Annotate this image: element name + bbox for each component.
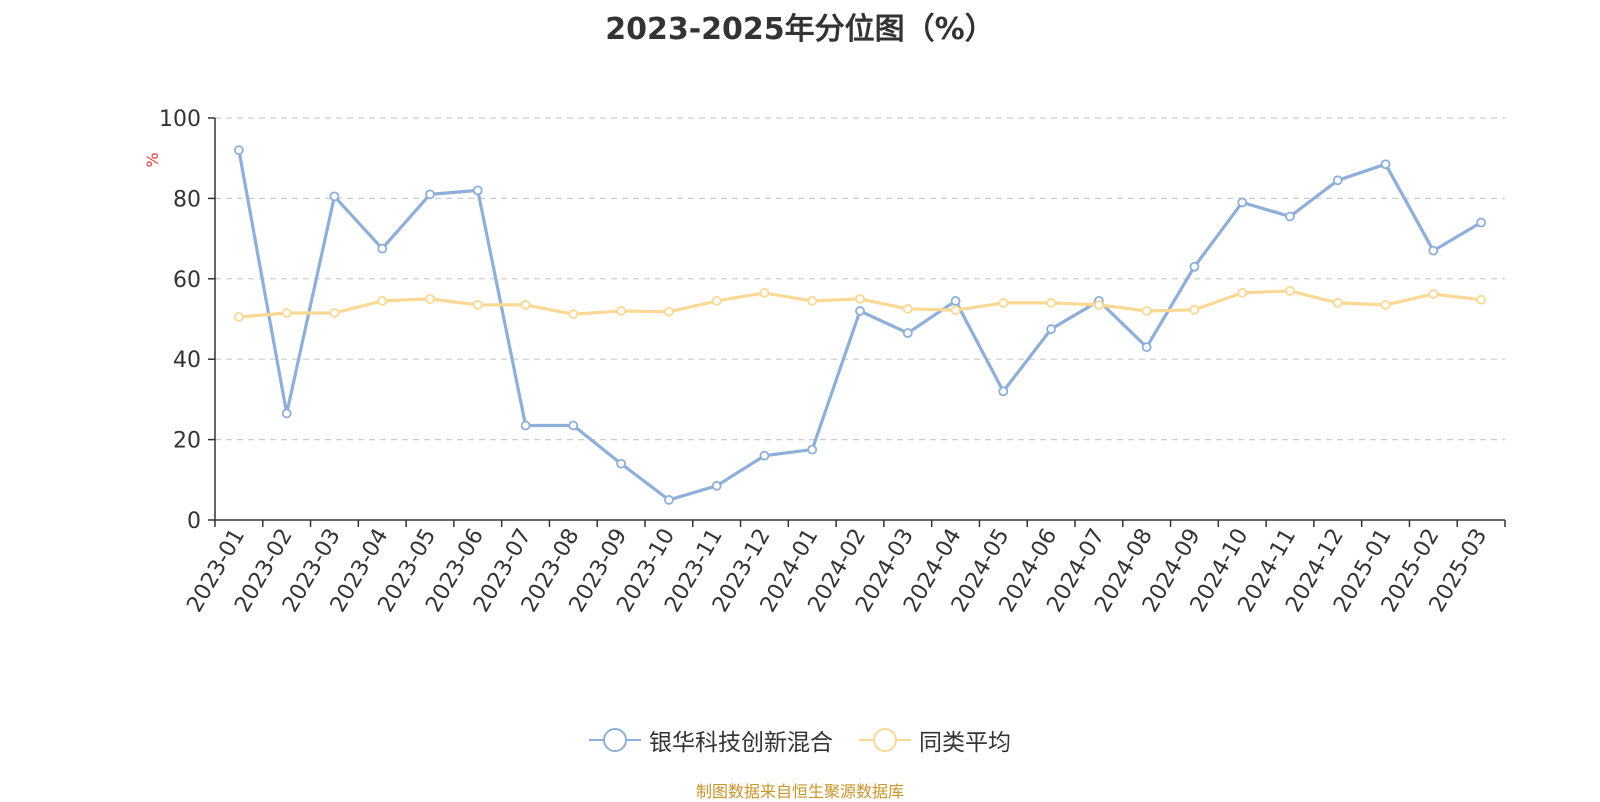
data-point-1[interactable] xyxy=(329,308,340,318)
data-point-0[interactable] xyxy=(377,243,388,254)
data-point-0[interactable] xyxy=(1332,175,1343,186)
data-point-1[interactable] xyxy=(663,306,674,317)
y-tick-label: 100 xyxy=(159,107,201,132)
data-point-1[interactable] xyxy=(472,300,483,310)
data-point-0[interactable] xyxy=(902,328,913,338)
y-tick-label: 60 xyxy=(173,268,201,293)
data-point-1[interactable] xyxy=(281,308,292,318)
data-point-0[interactable] xyxy=(1285,211,1295,222)
data-point-1[interactable] xyxy=(855,293,865,304)
y-axis-label: % xyxy=(143,152,162,167)
data-point-1[interactable] xyxy=(568,309,579,320)
data-point-1[interactable] xyxy=(520,300,531,310)
data-point-1[interactable] xyxy=(1380,300,1391,310)
data-point-0[interactable] xyxy=(1237,197,1248,208)
legend-swatch-fund xyxy=(589,725,641,755)
data-point-0[interactable] xyxy=(1189,261,1200,272)
data-point-1[interactable] xyxy=(759,287,770,298)
data-point-1[interactable] xyxy=(1046,298,1057,308)
data-point-0[interactable] xyxy=(425,189,435,200)
data-point-1[interactable] xyxy=(377,296,388,306)
data-point-1[interactable] xyxy=(711,296,722,306)
data-point-1[interactable] xyxy=(1093,300,1104,310)
data-source-note: 制图数据来自恒生聚源数据库 xyxy=(695,782,904,801)
series-lines xyxy=(237,149,1482,502)
y-tick-label: 80 xyxy=(173,187,201,212)
legend: 银华科技创新混合 同类平均 xyxy=(0,720,1600,760)
data-point-0[interactable] xyxy=(281,408,292,419)
y-tick-label: 40 xyxy=(173,348,201,373)
axes: 0204060801002023-012023-022023-032023-04… xyxy=(159,107,1506,617)
data-point-1[interactable] xyxy=(616,306,627,316)
data-point-1[interactable] xyxy=(1141,306,1152,316)
data-point-0[interactable] xyxy=(1428,245,1439,256)
data-point-0[interactable] xyxy=(663,494,674,505)
data-point-0[interactable] xyxy=(472,185,483,196)
data-point-0[interactable] xyxy=(1476,217,1487,228)
data-point-0[interactable] xyxy=(807,444,818,455)
data-point-1[interactable] xyxy=(1332,298,1343,308)
data-point-1[interactable] xyxy=(1189,304,1200,315)
chart-title: 2023-2025年分位图（%） xyxy=(605,12,995,47)
data-point-0[interactable] xyxy=(998,386,1009,397)
data-point-0[interactable] xyxy=(1380,159,1391,170)
data-point-0[interactable] xyxy=(711,480,722,491)
data-point-0[interactable] xyxy=(568,420,579,431)
grid-lines xyxy=(215,117,1505,441)
data-point-1[interactable] xyxy=(1428,289,1439,299)
legend-swatch-average xyxy=(859,725,911,755)
data-point-0[interactable] xyxy=(1141,342,1152,353)
legend-label-fund: 银华科技创新混合 xyxy=(649,730,833,756)
data-point-1[interactable] xyxy=(950,305,961,316)
legend-item-fund[interactable]: 银华科技创新混合 xyxy=(589,723,833,757)
data-point-1[interactable] xyxy=(807,296,818,306)
data-point-0[interactable] xyxy=(233,145,244,156)
y-tick-label: 0 xyxy=(187,509,201,534)
data-point-1[interactable] xyxy=(998,298,1009,308)
data-point-1[interactable] xyxy=(1476,294,1487,305)
data-point-0[interactable] xyxy=(759,450,770,461)
legend-label-average: 同类平均 xyxy=(919,730,1011,756)
data-point-0[interactable] xyxy=(616,458,627,469)
data-point-0[interactable] xyxy=(1046,324,1057,334)
data-point-1[interactable] xyxy=(1237,287,1248,298)
data-point-1[interactable] xyxy=(425,293,435,304)
data-point-1[interactable] xyxy=(1285,285,1295,296)
data-point-0[interactable] xyxy=(520,420,531,431)
data-point-1[interactable] xyxy=(902,304,913,314)
series-line-0 xyxy=(237,149,1482,502)
data-points xyxy=(233,145,1487,505)
legend-item-average[interactable]: 同类平均 xyxy=(859,723,1011,757)
data-point-0[interactable] xyxy=(855,306,865,316)
data-point-0[interactable] xyxy=(329,191,340,202)
data-point-1[interactable] xyxy=(233,312,244,322)
data-point-0[interactable] xyxy=(950,296,961,306)
y-tick-label: 20 xyxy=(173,429,201,454)
